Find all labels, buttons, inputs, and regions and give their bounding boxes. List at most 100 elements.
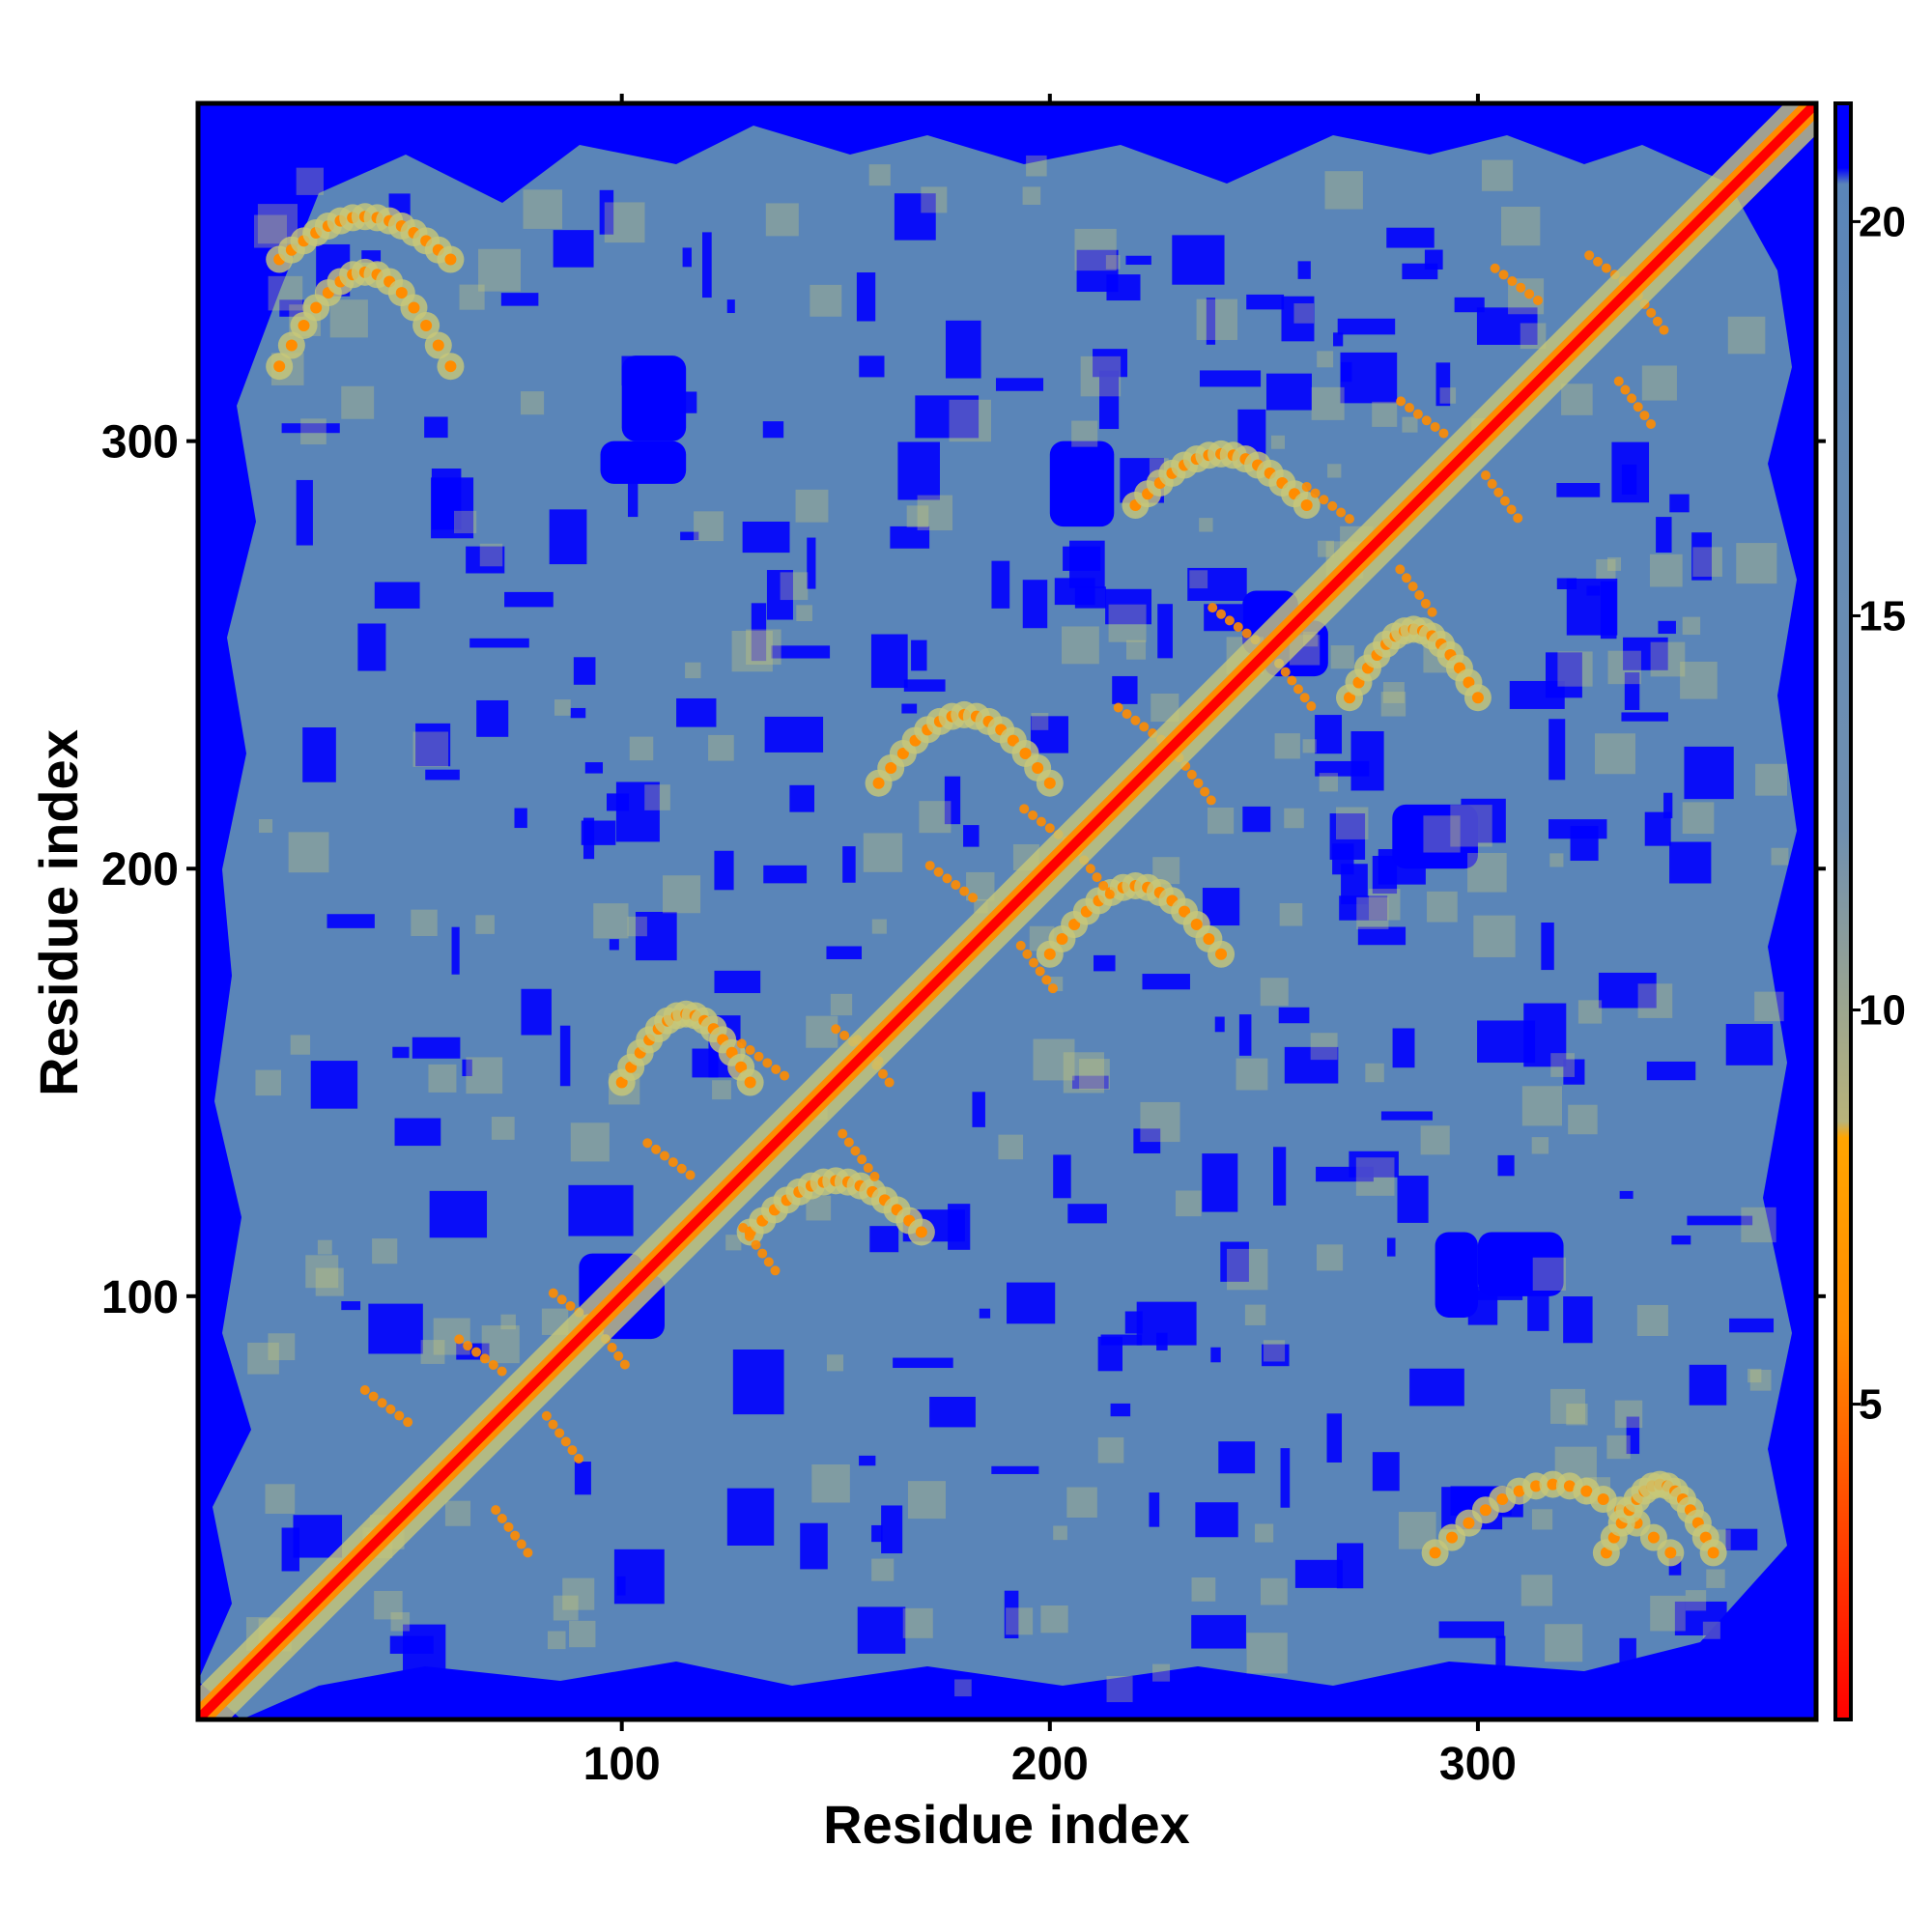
far-speckle [1280,1448,1291,1508]
mid-distance-patch [1650,1595,1686,1632]
contact-point [471,1347,482,1357]
far-speckle [1476,307,1538,345]
contact-point [488,1359,498,1370]
far-speckle [1380,1111,1433,1121]
mid-distance-patch [554,699,571,716]
far-speckle [584,762,604,774]
x-tick-label: 300 [1439,1739,1517,1790]
far-speckle [341,1301,361,1311]
far-speckle [1435,362,1451,407]
contact-point [685,1170,696,1180]
far-speckle [1106,274,1141,301]
contact-point [770,1265,781,1276]
contact-point [1487,478,1497,489]
mid-distance-patch [315,1267,344,1296]
far-speckle [714,970,761,994]
far-speckle [615,781,660,842]
far-speckle [1265,373,1312,411]
contact-point [1430,421,1440,432]
mid-distance-patch [629,736,654,761]
far-speckle [1202,1153,1238,1212]
mid-distance-patch [1074,228,1117,271]
far-speckle [293,1515,343,1558]
far-speckle [890,526,930,549]
far-speckle [469,638,529,648]
mid-distance-patch [765,203,799,237]
far-speckle [1663,792,1673,819]
contact-point [1104,889,1115,899]
contact-point [1427,607,1437,617]
contact-point [1506,504,1517,515]
far-speckle [1691,532,1712,581]
mid-distance-patch [644,784,670,810]
contact-point [1563,1480,1576,1492]
mid-distance-patch [1521,1086,1563,1126]
mid-distance-patch [444,1500,471,1526]
far-speckle [1350,730,1384,791]
mid-distance-patch [1151,1663,1171,1682]
far-speckle [1218,1441,1256,1474]
contact-point [1664,1547,1677,1559]
mid-distance-patch [694,511,724,542]
far-speckle [1133,1128,1161,1153]
contact-point [1047,983,1058,994]
far-speckle [897,441,940,500]
mid-distance-patch [1607,650,1641,685]
far-speckle [869,1226,899,1253]
contact-point [1035,966,1045,977]
contact-point [613,1350,624,1361]
mid-distance-patch [1577,1000,1603,1024]
far-region [1049,440,1115,527]
mid-distance-patch [1263,1340,1286,1362]
far-speckle [1725,1023,1774,1065]
mid-distance-patch [604,202,645,243]
contact-point [385,1404,396,1414]
contact-point [1139,722,1150,732]
mid-distance-patch [1747,1368,1762,1383]
far-speckle [726,299,735,314]
far-speckle [915,395,980,439]
mid-distance-patch [1246,1633,1288,1674]
contact-point [1287,675,1297,686]
far-speckle [911,639,927,671]
mid-distance-patch [998,1134,1024,1160]
far-speckle [732,1350,784,1415]
far-speckle [901,703,918,714]
contact-point [1007,734,1019,747]
far-speckle [310,1061,358,1109]
mid-distance-patch [906,505,929,527]
contact-point [1405,403,1415,413]
contact-point [753,1051,764,1062]
contact-point [1707,1547,1719,1559]
far-speckle [1094,954,1116,972]
mid-distance-patch [1080,355,1122,397]
far-speckle [1626,1416,1640,1455]
contact-point [668,1157,678,1168]
far-speckle [682,247,692,268]
colorbar-tick-label: 10 [1859,987,1906,1035]
mid-distance-patch [374,1590,403,1620]
mid-distance-patch [1557,651,1593,687]
contact-point [556,1294,567,1305]
mid-distance-patch [1650,641,1686,677]
colorbar-tick-label: 15 [1859,592,1906,639]
far-speckle [327,914,375,928]
far-speckle [466,546,505,574]
mid-distance-patch [1736,543,1777,584]
mid-distance-patch [1501,206,1541,246]
far-speckle [357,623,386,671]
far-speckle [616,1576,626,1596]
far-speckle [368,1303,423,1354]
mid-distance-patch [1061,626,1099,665]
contact-point [548,1288,558,1298]
mid-distance-patch [954,1679,972,1697]
mid-distance-patch [708,734,734,761]
mid-distance-patch [1473,915,1516,957]
far-speckle [870,634,908,689]
contact-point [1627,393,1637,404]
far-speckle [1007,1282,1056,1324]
far-speckle [1124,1311,1143,1334]
far-speckle [676,697,717,727]
mid-distance-patch [796,605,812,621]
contact-point [763,1257,774,1267]
